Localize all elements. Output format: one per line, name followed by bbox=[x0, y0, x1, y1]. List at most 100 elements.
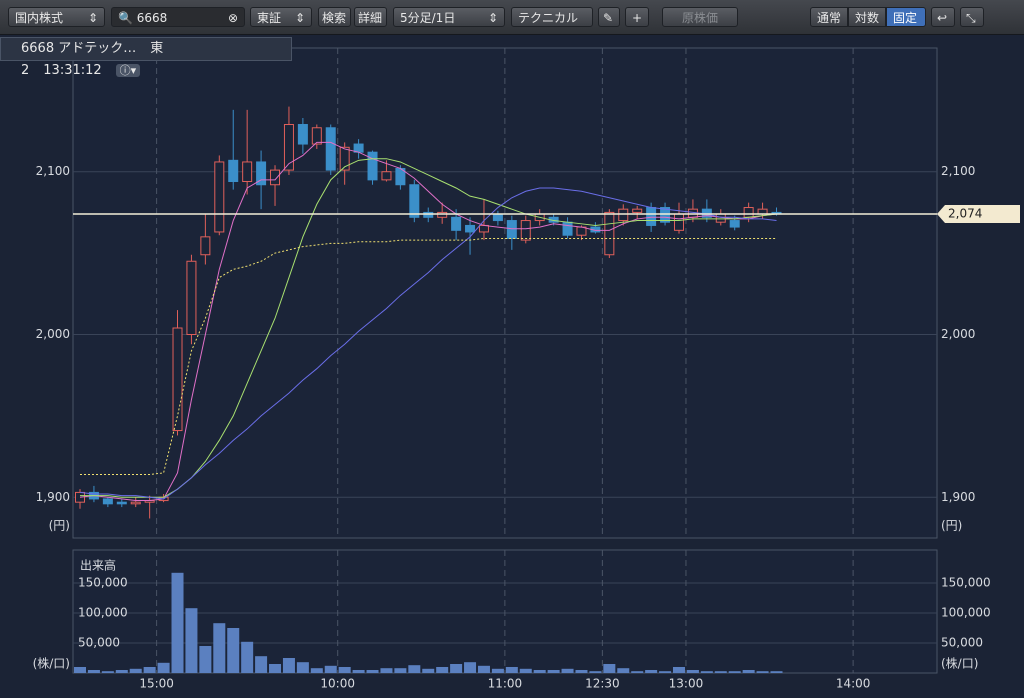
volume-bar bbox=[310, 668, 323, 673]
scale-normal[interactable]: 通常 bbox=[810, 7, 848, 27]
interval-select[interactable]: 5分足/1日 ⇕ bbox=[393, 7, 505, 27]
x-tick-label: 14:00 bbox=[836, 677, 871, 691]
candle-body bbox=[729, 220, 740, 228]
x-tick-label: 15:00 bbox=[139, 677, 174, 691]
volume-tick-label: 100,000 bbox=[941, 606, 991, 620]
x-tick-label: 11:00 bbox=[488, 677, 523, 691]
volume-bar bbox=[380, 668, 393, 673]
draw-button[interactable]: ✎ bbox=[598, 7, 620, 27]
volume-tick-label: 50,000 bbox=[78, 636, 120, 650]
candle-body bbox=[381, 171, 392, 181]
volume-bar bbox=[477, 665, 490, 673]
candle-body bbox=[297, 124, 308, 145]
candle-body bbox=[632, 208, 643, 213]
volume-unit: (株/口) bbox=[941, 656, 978, 671]
candle-body bbox=[520, 220, 531, 241]
indicator-line bbox=[79, 141, 777, 502]
candle-body bbox=[660, 207, 671, 223]
button[interactable]: 詳細 bbox=[354, 7, 387, 27]
candle-body bbox=[506, 220, 517, 239]
candle-body bbox=[673, 213, 684, 231]
y-tick-label: 2,000 bbox=[36, 327, 70, 341]
candle-body bbox=[339, 146, 350, 171]
technical-button[interactable]: テクニカル bbox=[511, 7, 593, 27]
candle-body bbox=[102, 498, 113, 505]
toolbar: 国内株式 ⇕ 🔍 6668 ⊗ 東証 ⇕ 検索 詳細 5分足/1日 ⇕ テクニカル ✎ … bbox=[0, 0, 1024, 35]
last-price-label: 2,074 bbox=[948, 207, 982, 221]
candle-body bbox=[437, 211, 448, 218]
interval: 5分足/1日 bbox=[400, 11, 456, 25]
volume-tick-label: 150,000 bbox=[78, 576, 128, 590]
volume-bar bbox=[450, 664, 463, 673]
volume-bar bbox=[533, 670, 546, 673]
volume-bar bbox=[491, 668, 504, 673]
candle-body bbox=[367, 151, 378, 181]
candle-body bbox=[646, 207, 657, 226]
volume-bar bbox=[575, 670, 588, 673]
button[interactable]: 検索 bbox=[318, 7, 351, 27]
volume-bar bbox=[742, 670, 755, 673]
volume-bar bbox=[700, 671, 713, 673]
volume-bar bbox=[756, 671, 769, 673]
exchange: 東証 bbox=[257, 11, 282, 25]
add-button[interactable]: + bbox=[625, 7, 649, 27]
volume-bar bbox=[686, 670, 699, 673]
time: 13:31:12 bbox=[43, 63, 102, 78]
indicator-line bbox=[80, 237, 777, 476]
volume-bar bbox=[561, 668, 574, 673]
search-box[interactable]: 🔍 6668 ⊗ bbox=[111, 7, 245, 27]
market: 東2 bbox=[21, 41, 164, 78]
volume-bar bbox=[547, 670, 560, 673]
code-name: 6668 アドテック… bbox=[21, 41, 137, 56]
volume-bar bbox=[714, 671, 727, 673]
scale-log[interactable]: 対数 bbox=[848, 7, 886, 27]
exchange-select[interactable]: 東証 ⇕ bbox=[250, 7, 312, 27]
volume-bar bbox=[505, 667, 518, 673]
candle-body bbox=[618, 208, 629, 222]
candle-body bbox=[256, 161, 267, 186]
shrink-button[interactable]: ⤡ bbox=[960, 7, 984, 27]
volume-bar bbox=[366, 670, 379, 673]
volume-bar bbox=[213, 623, 226, 673]
volume-bar bbox=[143, 667, 156, 673]
adjusted-button[interactable]: 原株価 bbox=[662, 7, 738, 27]
volume-bar bbox=[770, 671, 783, 673]
y-tick-label: 2,100 bbox=[36, 164, 70, 178]
volume-bar bbox=[171, 572, 184, 673]
candle-body bbox=[478, 224, 489, 233]
candle-body bbox=[311, 127, 322, 145]
undo-button[interactable]: ↩ bbox=[931, 7, 955, 27]
volume-bar bbox=[199, 646, 212, 673]
market: 国内株式 bbox=[15, 11, 64, 25]
candle-body bbox=[562, 221, 573, 236]
indicator-line bbox=[80, 158, 777, 498]
candle-body bbox=[214, 161, 225, 233]
volume-bar bbox=[728, 671, 741, 673]
candle-body bbox=[242, 161, 253, 182]
last-price-tag bbox=[937, 205, 1020, 224]
candle-body bbox=[172, 327, 183, 432]
candle-body bbox=[116, 501, 127, 505]
scale-fixed[interactable]: 固定 bbox=[886, 7, 926, 27]
volume-bar bbox=[255, 656, 268, 673]
volume-bar bbox=[185, 608, 198, 673]
candle-body bbox=[743, 207, 754, 218]
candle-body bbox=[451, 216, 462, 231]
volume-bar bbox=[87, 670, 100, 673]
volume-bar bbox=[589, 671, 602, 673]
volume-bar bbox=[464, 662, 477, 673]
candle-body bbox=[200, 236, 211, 256]
volume-bar bbox=[282, 658, 295, 673]
volume-bar bbox=[659, 671, 672, 673]
x-tick-label: 10:00 bbox=[320, 677, 355, 691]
info-button[interactable]: ⓘ▾ bbox=[115, 64, 141, 77]
volume-bar bbox=[338, 667, 351, 673]
volume-bar bbox=[645, 670, 658, 673]
y-tick-label: 2,000 bbox=[941, 327, 975, 341]
volume-bar bbox=[408, 665, 421, 673]
volume-bar bbox=[436, 667, 449, 673]
market-select[interactable]: 国内株式 ⇕ bbox=[8, 7, 105, 27]
indicator-line bbox=[79, 187, 777, 500]
